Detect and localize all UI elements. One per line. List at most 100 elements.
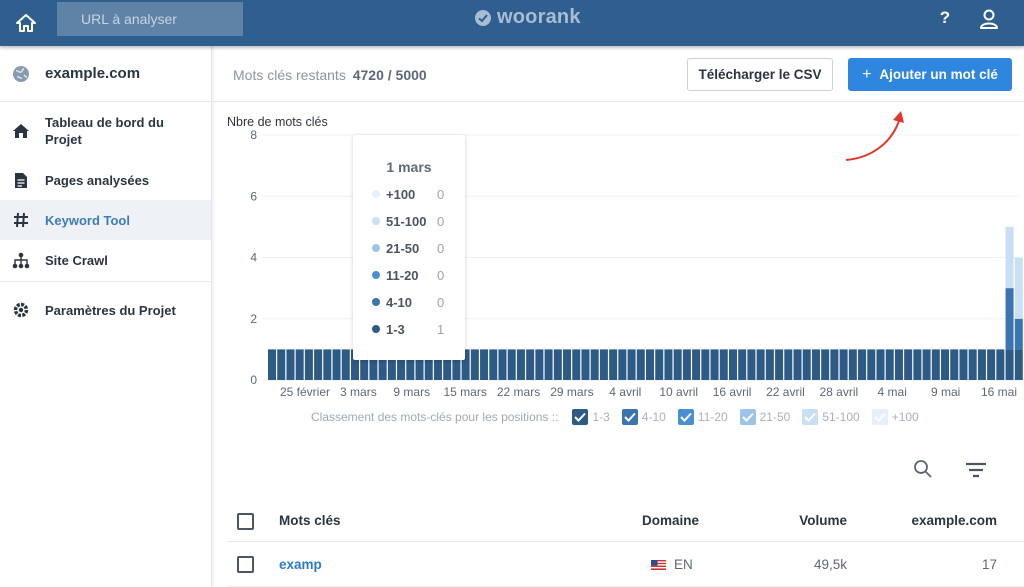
sidebar-item-pages[interactable]: Pages analysées	[0, 160, 211, 200]
column-header-keywords[interactable]: Mots clés	[279, 513, 341, 528]
add-keyword-button[interactable]: + Ajouter un mot clé	[848, 58, 1012, 91]
sidebar-item-project-settings[interactable]: Paramètres du Projet	[0, 282, 211, 338]
home-icon	[16, 14, 36, 32]
select-all-checkbox[interactable]	[237, 513, 254, 530]
chart-bar-1-3	[1014, 349, 1023, 380]
user-icon	[980, 9, 998, 29]
chart-bar-1-3	[341, 349, 350, 380]
chart-bar-1-3	[885, 349, 894, 380]
legend-item-51-100[interactable]: 51-100	[802, 409, 860, 425]
gear-icon	[12, 301, 30, 319]
chart-bar-1-3	[286, 349, 295, 380]
chart-bar-1-3	[876, 349, 885, 380]
chart-bar-1-3	[360, 349, 369, 380]
column-header-volume[interactable]: Volume	[799, 513, 847, 528]
legend-item-+100[interactable]: +100	[871, 409, 919, 425]
legend-label: +100	[891, 410, 919, 424]
chart-bar-1-3	[913, 349, 922, 380]
y-tick-label: 2	[250, 312, 257, 326]
x-tick-label: 10 avril	[659, 385, 698, 399]
checkbox-checked-icon	[621, 409, 638, 425]
remaining-count: 4720 / 5000	[352, 67, 427, 83]
chart-bar-1-3	[977, 349, 986, 380]
chart-bar-1-3	[572, 349, 581, 380]
chart-bar-1-3	[350, 349, 359, 380]
annotation-arrow	[845, 111, 904, 161]
chart-bar-1-3	[415, 349, 424, 380]
chart-bar-1-3	[452, 349, 461, 380]
tooltip-row: 11-20 0	[372, 266, 462, 284]
chart-bar-1-3	[489, 349, 498, 380]
chart-bar-1-3	[590, 349, 599, 380]
chart-bar-1-3	[516, 349, 525, 380]
chart-bar-1-3	[756, 349, 765, 380]
legend-item-1-3[interactable]: 1-3	[572, 409, 610, 425]
chart-bar-1-3	[747, 349, 756, 380]
chart-bar-1-3	[682, 349, 691, 380]
chart-bar-1-3	[618, 349, 627, 380]
chart-bar-4-10	[1014, 318, 1023, 350]
chart-bar-1-3	[968, 349, 977, 380]
chart-bar-1-3	[498, 349, 507, 380]
search-button[interactable]	[913, 459, 933, 484]
checkbox-checked-icon	[739, 409, 756, 425]
chart-bar-1-3	[959, 349, 968, 380]
woorank-logo[interactable]: woorank	[474, 6, 581, 29]
row-checkbox[interactable]	[237, 556, 254, 573]
help-button[interactable]: ?	[939, 8, 951, 27]
chart-bar-1-3	[830, 349, 839, 380]
keyword-link[interactable]: examp	[279, 557, 322, 572]
chart-bar-1-3	[433, 349, 442, 380]
sidebar-item-dashboard[interactable]: Tableau de bord du Projet	[0, 102, 211, 160]
top-navigation-bar: woorank ?	[0, 0, 1024, 46]
chart-bar-1-3	[904, 349, 913, 380]
x-tick-label: 4 avril	[609, 385, 641, 399]
check-circle-icon	[475, 9, 491, 26]
tooltip-value: 0	[437, 240, 445, 256]
url-input[interactable]	[57, 2, 243, 36]
chart-bar-1-3	[793, 349, 802, 380]
home-icon	[12, 123, 30, 139]
tooltip-value: 0	[437, 213, 445, 229]
chart-bar-1-3	[848, 349, 857, 380]
x-tick-label: 22 avril	[766, 385, 805, 399]
user-account-button[interactable]	[978, 8, 1000, 35]
chart-bar-1-3	[839, 349, 848, 380]
sidebar-item-site-crawl[interactable]: Site Crawl	[0, 240, 211, 282]
column-header-domain[interactable]: Domaine	[642, 513, 700, 528]
volume-cell: 49,5k	[813, 557, 847, 572]
remaining-keywords: Mots clés restants 4720 / 5000	[233, 67, 427, 83]
download-csv-button[interactable]: Télécharger le CSV	[687, 58, 833, 91]
legend-label: 1-3	[592, 410, 610, 424]
chart-bar-1-3	[314, 349, 323, 380]
filter-button[interactable]	[965, 461, 987, 484]
legend-item-11-20[interactable]: 11-20	[677, 409, 728, 425]
sidebar-item-label: Site Crawl	[45, 253, 108, 268]
sidebar-item-label: Pages analysées	[45, 172, 150, 188]
chart-bar-1-3	[738, 349, 747, 380]
chart-tooltip: 1 mars +100 0 51-100 0 21-50 0 11-20 0 4-10 0…	[353, 135, 465, 360]
stacked-bar-chart: 0 2 4 6 8 25 février 3 mars 9 mars 15 mars 22 mar…	[250, 128, 1023, 399]
legend-item-21-50[interactable]: 21-50	[739, 409, 790, 425]
chart-bar-1-3	[397, 349, 406, 380]
chart-bar-1-3	[406, 349, 415, 380]
us-flag-icon	[651, 560, 666, 571]
document-icon	[12, 172, 30, 189]
home-button[interactable]	[0, 0, 52, 46]
site-name: example.com	[45, 65, 141, 82]
project-site[interactable]: example.com	[0, 46, 211, 102]
y-axis-title: Nbre de mots clés	[227, 115, 328, 129]
sitemap-icon	[12, 252, 30, 269]
sidebar-item-keyword-tool[interactable]: Keyword Tool	[0, 200, 211, 240]
chart-bar-1-3	[987, 349, 996, 380]
legend-item-4-10[interactable]: 4-10	[621, 409, 666, 425]
domain-cell: EN	[651, 557, 693, 572]
column-header-site-position[interactable]: example.com	[911, 513, 997, 528]
chart-bar-1-3	[802, 349, 811, 380]
tooltip-value: 0	[437, 186, 445, 202]
chart-bar-1-3	[894, 349, 903, 380]
tooltip-dot	[372, 244, 380, 252]
tooltip-row: +100 0	[372, 185, 462, 203]
position-cell: 17	[981, 557, 997, 572]
chart-bar-51-100	[1005, 226, 1014, 289]
